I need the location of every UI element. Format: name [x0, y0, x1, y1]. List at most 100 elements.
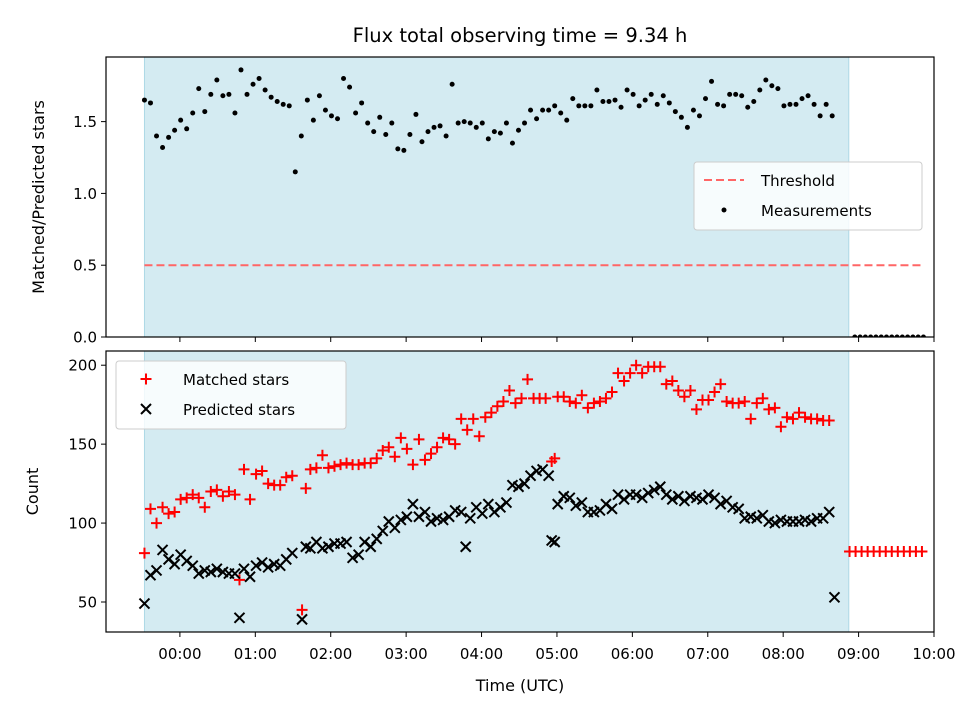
measurement-point — [262, 87, 268, 93]
predicted-star-marker — [476, 507, 489, 520]
measurement-point — [141, 97, 147, 103]
matched-star-marker — [419, 454, 431, 466]
matched-star-marker — [304, 463, 316, 475]
matched-star-marker — [389, 451, 401, 463]
legend-box — [115, 360, 347, 430]
matched-star-marker — [549, 452, 561, 464]
y-tick-label: 1.0 — [73, 185, 97, 203]
predicted-star-marker — [548, 536, 561, 548]
measurement-point — [485, 136, 491, 142]
matched-star-marker — [630, 359, 642, 371]
x-tick-label: 04:00 — [460, 645, 503, 663]
y-tick-label: 100 — [68, 515, 97, 533]
matched-star-marker — [666, 375, 678, 387]
measurement-point — [172, 127, 178, 133]
measurement-point — [703, 96, 709, 102]
matched-star-marker — [401, 443, 413, 455]
matched-star-marker — [775, 421, 787, 433]
predicted-star-marker — [732, 503, 745, 515]
measurement-point — [727, 91, 733, 97]
measurement-point — [310, 117, 316, 123]
matched-star-marker — [151, 517, 163, 529]
predicted-star-marker — [606, 503, 618, 515]
measurement-point — [678, 114, 684, 120]
measurement-point — [781, 103, 787, 109]
matched-star-marker — [431, 441, 443, 453]
measurement-point — [316, 93, 322, 99]
measurement-point — [322, 107, 328, 113]
measurement-point — [292, 169, 298, 175]
matched-star-marker — [262, 478, 274, 490]
predicted-star-marker — [187, 559, 199, 572]
predicted-star-marker — [482, 498, 495, 510]
measurement-point — [437, 123, 443, 129]
matched-star-marker — [757, 392, 769, 404]
matched-star-marker — [223, 486, 235, 497]
measurement-point — [244, 91, 250, 97]
measurement-point — [684, 124, 690, 130]
measurement-point — [757, 87, 763, 93]
predicted-star-marker — [205, 566, 217, 578]
measurement-point — [509, 140, 515, 146]
matched-star-marker — [443, 433, 455, 445]
measurement-point — [256, 76, 262, 82]
measurement-point — [811, 101, 817, 107]
matched-star-marker — [217, 490, 229, 502]
matched-star-marker — [503, 384, 515, 396]
measurement-point — [660, 93, 666, 99]
measurement-point — [733, 91, 739, 97]
matched-star-marker — [751, 397, 763, 409]
y-tick-label: 50 — [78, 594, 97, 612]
predicted-star-marker — [542, 470, 555, 482]
predicted-star-marker — [805, 515, 817, 528]
measurement-point — [799, 96, 805, 102]
measurement-point — [630, 91, 636, 97]
measurement-point — [407, 132, 413, 138]
measurement-point — [353, 110, 359, 116]
y-axis-label: Count — [23, 468, 42, 516]
legend-predicted-swatch — [140, 403, 152, 415]
matched-star-marker — [522, 373, 534, 385]
measurement-point — [654, 101, 660, 107]
matched-star-marker — [238, 463, 250, 475]
matched-star-marker — [588, 397, 600, 409]
measurement-point — [443, 133, 449, 139]
predicted-star-marker — [395, 514, 407, 526]
predicted-star-marker — [545, 534, 558, 547]
x-tick-label: 01:00 — [234, 645, 277, 663]
legend: Matched stars Predicted stars — [115, 360, 347, 430]
predicted-star-marker — [702, 488, 715, 501]
predicted-star-marker — [296, 613, 308, 626]
predicted-star-marker — [642, 487, 654, 499]
legend-measurement-swatch — [721, 207, 727, 213]
measurement-point — [883, 334, 889, 337]
measurement-point — [304, 97, 310, 103]
measurement-point — [286, 103, 292, 109]
measurement-point — [624, 87, 630, 93]
matched-star-marker — [449, 438, 461, 450]
measurement-point — [648, 91, 654, 97]
matched-star-marker — [437, 432, 449, 444]
matched-star-marker — [455, 413, 467, 425]
measurement-point — [857, 334, 863, 337]
predicted-star-marker — [714, 498, 727, 510]
measurement-point — [461, 119, 467, 125]
predicted-star-marker — [630, 488, 642, 501]
measurement-point — [365, 120, 371, 126]
matched-star-marker — [690, 403, 702, 415]
predicted-star-marker — [371, 533, 383, 545]
x-tick-label: 10:00 — [912, 645, 955, 663]
x-tick-label: 09:00 — [837, 645, 880, 663]
measurement-point — [274, 99, 280, 105]
matched-star-marker — [781, 411, 793, 423]
predicted-star-marker — [156, 544, 169, 556]
matched-star-marker — [473, 430, 485, 442]
measurement-point — [558, 110, 564, 116]
measurement-point — [763, 77, 769, 83]
measurement-point — [606, 99, 612, 105]
matched-star-marker — [787, 413, 799, 425]
measurement-point — [899, 334, 905, 337]
matched-star-marker — [485, 407, 497, 419]
predicted-star-marker — [229, 567, 241, 580]
predicted-star-marker — [377, 525, 389, 537]
